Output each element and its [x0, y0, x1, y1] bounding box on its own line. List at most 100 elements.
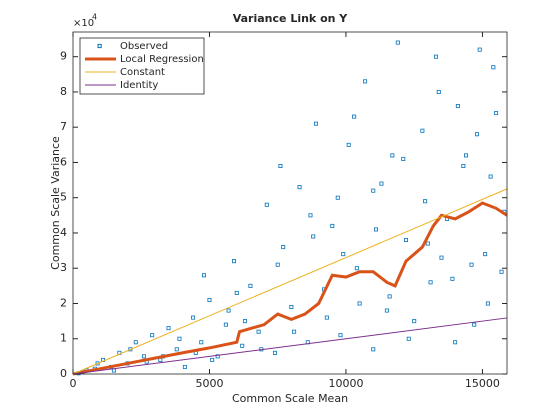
point — [354, 266, 359, 271]
point — [199, 340, 204, 345]
point — [485, 301, 490, 306]
point — [324, 315, 329, 320]
point — [363, 79, 368, 84]
legend-label: Observed — [120, 41, 168, 52]
y-axis-label: Common Scale Variance — [49, 136, 62, 270]
point — [289, 305, 294, 310]
point — [335, 195, 340, 200]
point — [425, 241, 430, 246]
y-tick-label: 5 — [60, 191, 67, 204]
point — [234, 290, 239, 295]
y-tick-label: 4 — [60, 226, 67, 239]
point — [223, 322, 228, 327]
point — [474, 132, 479, 137]
point — [439, 255, 444, 260]
point — [395, 40, 400, 45]
point — [210, 357, 215, 362]
point — [95, 361, 100, 366]
x-axis-label: Common Scale Mean — [232, 392, 348, 405]
line — [72, 317, 508, 375]
point — [406, 336, 411, 341]
point — [371, 347, 376, 352]
point — [428, 280, 433, 285]
chart-title: Variance Link on Y — [233, 12, 349, 25]
point — [240, 343, 245, 348]
point — [182, 364, 187, 369]
point — [404, 238, 409, 243]
y-tick-label: 8 — [60, 85, 67, 98]
y-tick-label: 0 — [60, 367, 67, 380]
point — [477, 47, 482, 52]
point — [488, 174, 493, 179]
point — [434, 54, 439, 59]
point — [453, 340, 458, 345]
point — [256, 329, 261, 334]
point — [330, 223, 335, 228]
point — [450, 276, 455, 281]
legend-label: Identity — [120, 80, 158, 91]
point — [373, 227, 378, 232]
point — [455, 104, 460, 109]
point — [483, 252, 488, 257]
point — [469, 262, 474, 267]
y-tick-label: 6 — [60, 155, 67, 168]
point — [338, 333, 343, 338]
point — [275, 262, 280, 267]
point — [313, 121, 318, 126]
point — [436, 89, 441, 94]
y-tick-label: 3 — [60, 261, 67, 274]
point — [387, 294, 392, 299]
x-tick-label: 0 — [70, 377, 77, 390]
legend-marker — [97, 43, 102, 49]
point — [248, 283, 253, 288]
point — [174, 347, 179, 352]
line — [72, 201, 508, 376]
point — [292, 329, 297, 334]
x-tick-label: 15000 — [465, 377, 500, 390]
point — [346, 142, 351, 147]
point — [401, 156, 406, 161]
point — [202, 273, 207, 278]
y-multiplier: ×10 — [73, 18, 94, 29]
point — [272, 350, 277, 355]
point — [278, 163, 283, 168]
y-tick-label: 9 — [60, 50, 67, 63]
point — [423, 199, 428, 204]
x-tick-label: 5000 — [195, 377, 223, 390]
point — [412, 319, 417, 324]
point — [308, 213, 313, 218]
point — [141, 354, 146, 359]
point — [242, 319, 247, 324]
point — [150, 333, 155, 338]
point — [191, 315, 196, 320]
x-tick-label: 10000 — [328, 377, 363, 390]
point — [341, 252, 346, 257]
point — [264, 202, 269, 207]
point — [352, 114, 357, 119]
point — [384, 308, 389, 313]
y-multiplier-exponent: 4 — [92, 13, 97, 22]
point — [177, 336, 182, 341]
point — [207, 297, 212, 302]
point — [472, 322, 477, 327]
legend-label: Local Regression — [120, 54, 204, 65]
point — [464, 153, 469, 158]
point — [311, 234, 316, 239]
point — [215, 354, 220, 359]
point — [499, 269, 504, 274]
point — [420, 128, 425, 133]
point — [357, 301, 362, 306]
legend-label: Constant — [120, 67, 165, 78]
point — [133, 340, 138, 345]
point — [232, 259, 237, 264]
point — [281, 245, 286, 250]
point — [226, 308, 231, 313]
point — [461, 163, 466, 168]
point — [166, 326, 171, 331]
line — [72, 188, 508, 375]
point — [491, 65, 496, 70]
point — [390, 153, 395, 158]
y-tick-label: 1 — [60, 332, 67, 345]
y-tick-label: 7 — [60, 120, 67, 133]
